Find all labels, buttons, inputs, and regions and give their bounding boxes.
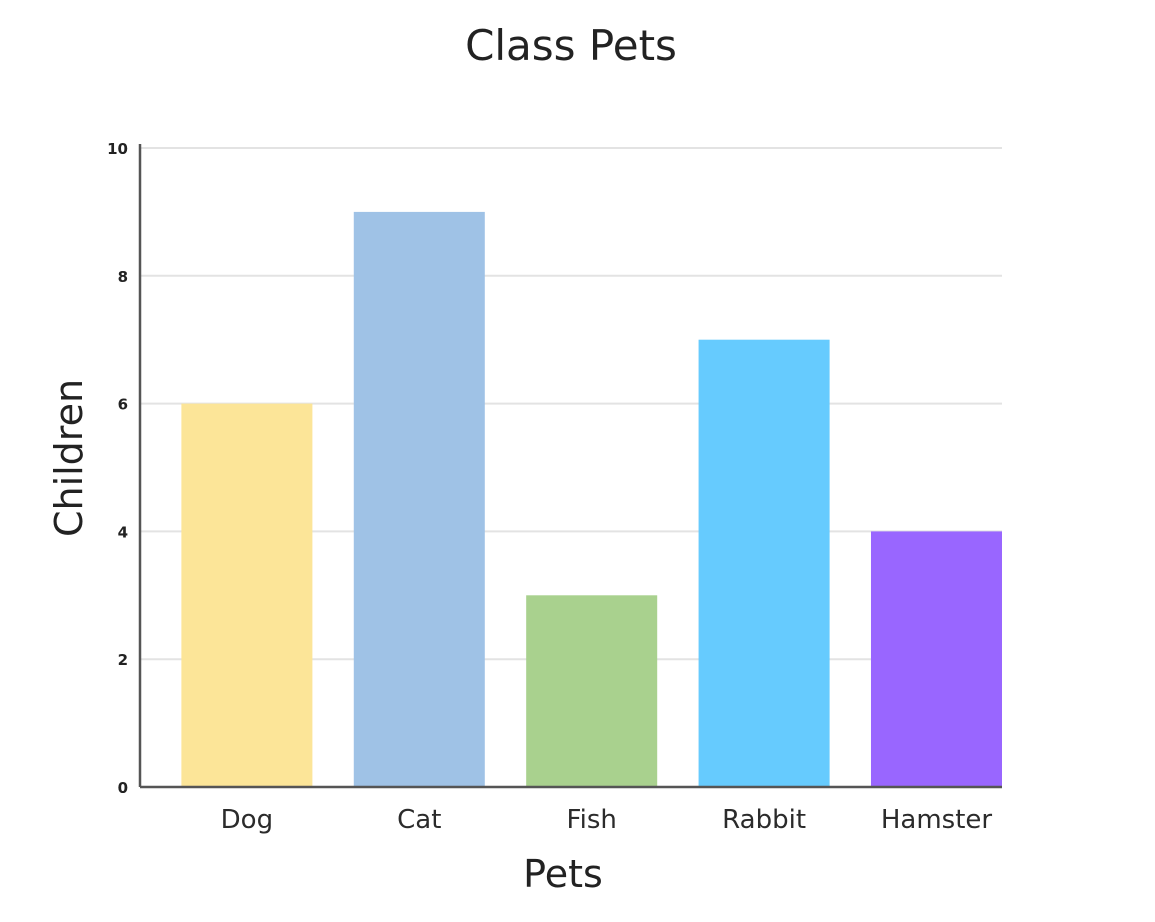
- bar-rabbit: [698, 339, 830, 787]
- x-tick-labels: Dog Cat Fish Rabbit Hamster: [221, 805, 993, 835]
- x-tick-label-fish: Fish: [567, 805, 617, 835]
- y-tick-label: 4: [118, 523, 128, 541]
- bar-cat: [353, 211, 485, 787]
- chart-title: Class Pets: [465, 21, 677, 70]
- x-tick-label-rabbit: Rabbit: [722, 805, 806, 835]
- bar-dog: [181, 403, 313, 787]
- x-tick-label-hamster: Hamster: [881, 805, 993, 835]
- y-tick-label: 10: [107, 140, 128, 158]
- y-tick-label: 0: [118, 779, 128, 797]
- y-tick-label: 6: [118, 396, 128, 414]
- y-tick-label: 8: [118, 268, 128, 286]
- axes: [138, 144, 1002, 789]
- bar-hamster: [870, 531, 1002, 787]
- x-tick-label-dog: Dog: [221, 805, 273, 835]
- x-tick-label-cat: Cat: [397, 805, 441, 835]
- x-axis-title: Pets: [523, 852, 603, 896]
- y-tick-labels: 0 2 4 6 8 10: [107, 140, 128, 797]
- y-axis-title: Children: [47, 379, 91, 537]
- bar-fish: [526, 595, 658, 787]
- y-tick-label: 2: [118, 651, 128, 669]
- bars: [181, 211, 1002, 787]
